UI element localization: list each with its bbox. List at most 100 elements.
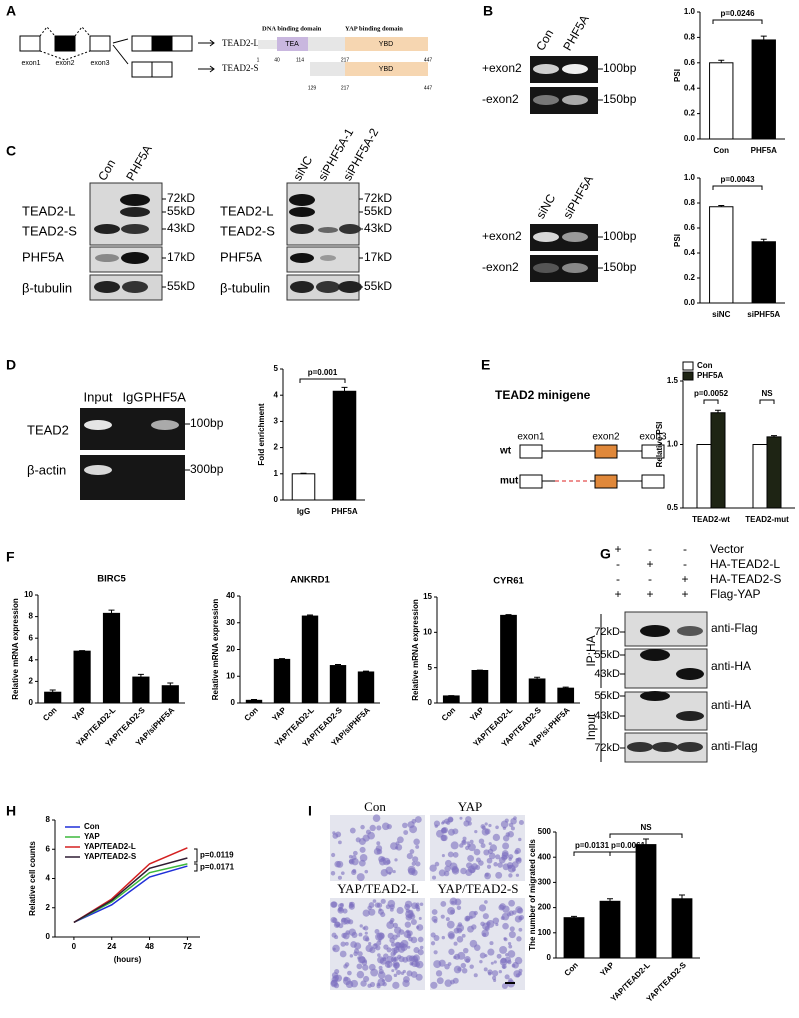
bar bbox=[599, 900, 621, 959]
row-label: PHF5A bbox=[220, 249, 262, 264]
y-tick-label: 8 bbox=[29, 612, 34, 621]
cell bbox=[454, 898, 462, 906]
y-tick-label: 6 bbox=[29, 633, 34, 642]
row-label: PHF5A bbox=[22, 249, 64, 264]
cell bbox=[379, 957, 387, 965]
domain-header: YAP binding domain bbox=[345, 25, 403, 32]
y-tick-label: 20 bbox=[226, 645, 235, 654]
marker-label: 43kD bbox=[364, 221, 392, 235]
cell bbox=[402, 822, 408, 829]
cell bbox=[368, 908, 376, 916]
condition-mark: + bbox=[614, 542, 621, 556]
cell bbox=[440, 901, 447, 907]
band bbox=[562, 64, 588, 74]
x-tick-label: 72 bbox=[183, 942, 192, 951]
bracket bbox=[573, 851, 611, 856]
y-axis-label: The number of migrated cells bbox=[528, 839, 537, 951]
cell bbox=[393, 973, 398, 978]
marker-label: 72kD bbox=[594, 626, 620, 638]
y-tick-label: 3 bbox=[274, 417, 279, 426]
position: 447 bbox=[424, 85, 433, 91]
cell bbox=[386, 921, 395, 930]
band bbox=[84, 465, 112, 475]
cell bbox=[385, 904, 391, 910]
cell bbox=[380, 898, 386, 904]
cell bbox=[433, 919, 438, 924]
cell bbox=[377, 908, 384, 915]
marker-label: 43kD bbox=[167, 221, 195, 235]
row-label: β-tubulin bbox=[220, 280, 270, 295]
y-axis-label: Fold enrichment bbox=[257, 403, 266, 466]
cell bbox=[518, 968, 523, 973]
band bbox=[533, 64, 559, 74]
cell bbox=[332, 833, 339, 839]
cell bbox=[331, 852, 336, 858]
cell bbox=[508, 873, 513, 878]
band bbox=[122, 281, 148, 293]
cell bbox=[508, 899, 515, 907]
cell bbox=[495, 854, 501, 860]
cell bbox=[500, 916, 505, 920]
cell bbox=[461, 933, 466, 938]
cell bbox=[350, 941, 357, 948]
cell bbox=[348, 859, 354, 864]
cell bbox=[347, 970, 352, 976]
cell bbox=[451, 867, 460, 875]
y-tick-label: 200 bbox=[538, 903, 552, 912]
x-tick-label: Con bbox=[713, 146, 729, 155]
cell bbox=[434, 861, 440, 867]
cell bbox=[487, 948, 495, 956]
cell bbox=[473, 973, 478, 978]
error-bar bbox=[534, 676, 541, 679]
cell bbox=[501, 851, 509, 860]
y-tick-label: 40 bbox=[226, 591, 235, 600]
cell bbox=[504, 818, 509, 823]
y-tick-label: 0.0 bbox=[684, 134, 696, 143]
error-bar bbox=[363, 670, 369, 672]
y-tick-label: 0 bbox=[428, 698, 433, 707]
position: 1 bbox=[257, 57, 260, 63]
cell bbox=[478, 904, 487, 912]
cell bbox=[499, 903, 506, 910]
exon-box bbox=[594, 474, 618, 489]
cell bbox=[429, 864, 437, 872]
row-label: TEAD2-L bbox=[220, 203, 273, 218]
cell bbox=[447, 851, 454, 858]
cell bbox=[459, 843, 464, 848]
cell bbox=[447, 906, 456, 915]
cell bbox=[430, 941, 436, 946]
cell bbox=[334, 935, 339, 940]
cell bbox=[357, 955, 366, 964]
exon-label: exon2 bbox=[592, 432, 620, 443]
y-tick-label: 0.6 bbox=[684, 58, 696, 67]
cell bbox=[367, 905, 372, 911]
band bbox=[677, 742, 703, 752]
bar bbox=[635, 844, 657, 959]
cell bbox=[465, 915, 471, 921]
cell bbox=[518, 819, 524, 826]
cell bbox=[514, 849, 519, 855]
cell bbox=[480, 843, 486, 849]
annotation: p=0.001 bbox=[308, 368, 338, 377]
y-tick-label: 100 bbox=[538, 928, 552, 937]
exon-box bbox=[54, 35, 76, 52]
band bbox=[676, 668, 704, 680]
band bbox=[290, 281, 314, 293]
marker-label: 72kD bbox=[364, 191, 392, 205]
x-tick-label: YAP bbox=[598, 960, 616, 978]
legend-label: Con bbox=[697, 361, 713, 370]
x-tick-label: YAP bbox=[468, 705, 486, 723]
domain-header: DNA binding domain bbox=[262, 25, 322, 32]
error-bar bbox=[505, 614, 512, 616]
cell bbox=[363, 975, 370, 983]
y-tick-label: 4 bbox=[274, 390, 279, 399]
band bbox=[652, 742, 678, 752]
cell bbox=[334, 974, 343, 982]
cell bbox=[490, 961, 494, 965]
cell bbox=[492, 917, 500, 924]
cell bbox=[463, 820, 470, 827]
cell bbox=[487, 969, 493, 975]
bar bbox=[671, 898, 693, 959]
domain-name: YBD bbox=[379, 66, 393, 73]
cell bbox=[413, 838, 420, 846]
